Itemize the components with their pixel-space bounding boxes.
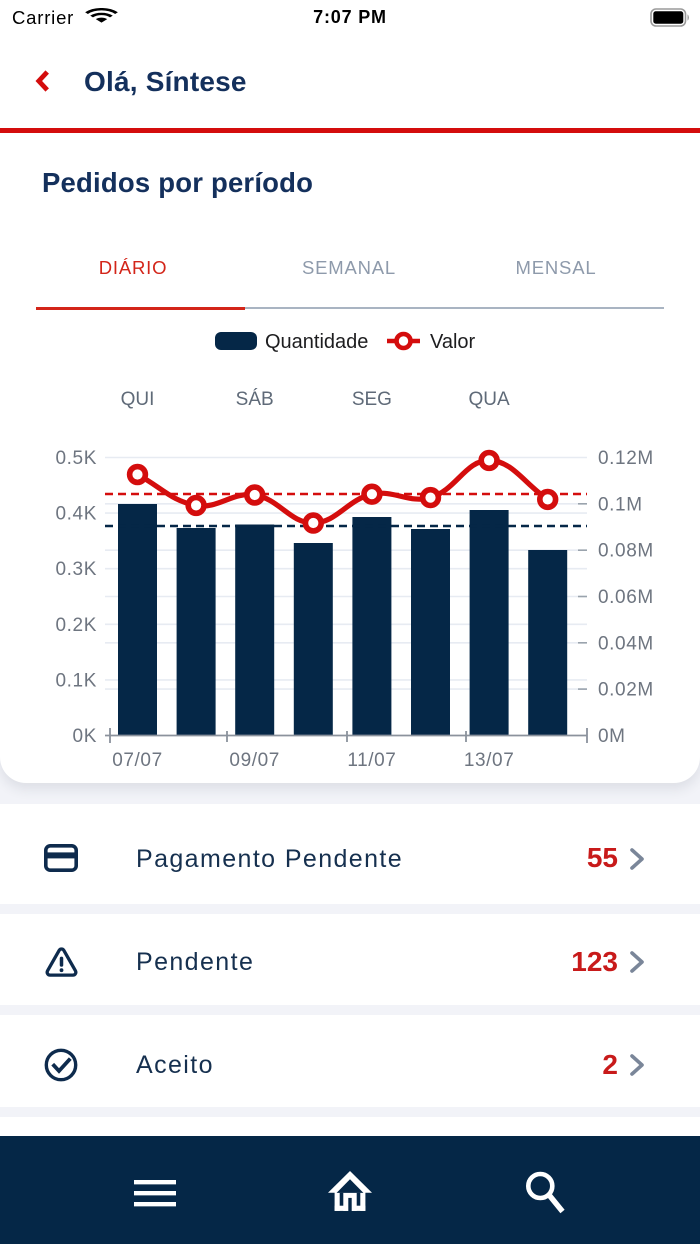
svg-text:0M: 0M	[598, 726, 626, 747]
svg-text:0.02M: 0.02M	[598, 680, 654, 701]
svg-text:0.4K: 0.4K	[56, 504, 98, 525]
svg-text:0.1K: 0.1K	[56, 670, 98, 691]
svg-text:0.3K: 0.3K	[56, 559, 98, 580]
svg-text:11/07: 11/07	[347, 750, 396, 771]
svg-text:0.5K: 0.5K	[56, 448, 98, 469]
svg-text:0.04M: 0.04M	[598, 633, 654, 654]
svg-text:09/07: 09/07	[229, 750, 280, 771]
svg-text:0.06M: 0.06M	[598, 587, 654, 608]
svg-text:0.2K: 0.2K	[56, 615, 98, 636]
svg-text:0.08M: 0.08M	[598, 541, 654, 562]
svg-text:0K: 0K	[73, 726, 97, 747]
svg-text:0.12M: 0.12M	[598, 448, 654, 469]
svg-text:0.1M: 0.1M	[598, 494, 643, 515]
svg-text:07/07: 07/07	[112, 750, 163, 771]
svg-text:13/07: 13/07	[464, 750, 515, 771]
